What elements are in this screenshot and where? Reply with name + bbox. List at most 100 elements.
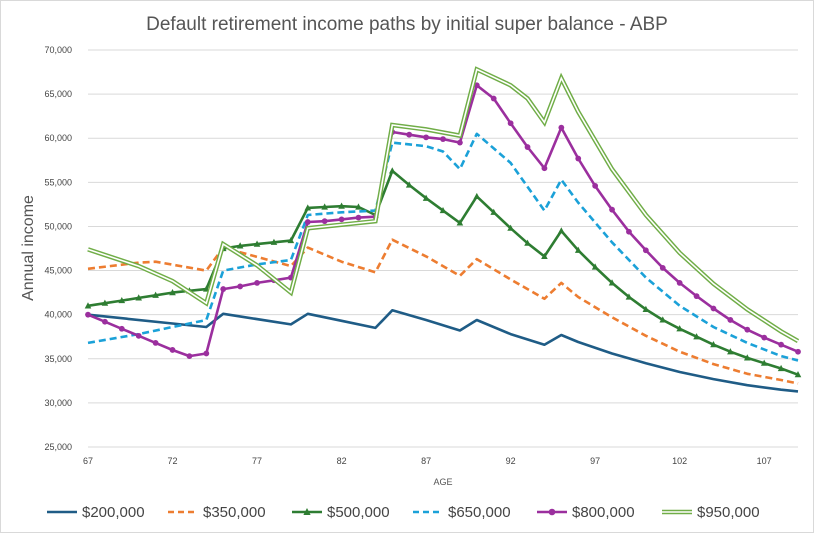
data-point [236, 242, 244, 249]
data-point [152, 339, 159, 346]
data-point [710, 305, 717, 312]
data-point [304, 219, 311, 225]
legend-item: $950,000 [662, 504, 760, 521]
data-point [676, 325, 683, 332]
data-point [524, 239, 531, 246]
series-0 [87, 308, 799, 393]
series-5 [87, 66, 800, 344]
data-point [304, 204, 312, 211]
data-point [102, 318, 108, 325]
data-point [473, 192, 481, 200]
x-tick-label: 87 [421, 456, 431, 466]
data-point [118, 325, 125, 332]
x-tick-label: 92 [506, 456, 516, 466]
data-point [388, 167, 396, 174]
data-point [574, 246, 582, 253]
legend-marker [303, 508, 311, 515]
legend-item: $650,000 [413, 504, 511, 521]
data-point [795, 348, 801, 355]
data-point [642, 305, 650, 312]
data-point [422, 194, 430, 201]
data-point [743, 354, 751, 361]
y-tick-labels: 25,000 30,000 35,000 40,000 45,000 50,000 55,0… [44, 45, 72, 452]
x-tick-labels: 67 72 77 82 87 92 97 102 107 [83, 456, 772, 466]
data-point [693, 293, 700, 300]
data-point [575, 155, 582, 162]
grid [88, 49, 798, 448]
data-point [642, 247, 649, 254]
series-line [87, 132, 799, 362]
data-point [507, 120, 514, 127]
data-point [490, 208, 498, 215]
data-point [608, 279, 616, 286]
y-tick-label: 50,000 [44, 221, 72, 231]
data-point [778, 341, 784, 348]
data-point [710, 341, 717, 348]
data-point [405, 181, 413, 188]
data-point [338, 202, 345, 209]
data-point [591, 263, 599, 270]
y-tick-label: 45,000 [44, 266, 72, 276]
y-tick-label: 70,000 [44, 45, 72, 55]
data-point [270, 238, 278, 245]
legend-label: $650,000 [448, 504, 511, 521]
data-point [135, 294, 143, 301]
data-point [220, 286, 227, 292]
data-point [626, 228, 632, 235]
y-tick-label: 55,000 [44, 177, 72, 187]
data-point [423, 134, 429, 141]
data-point [254, 280, 260, 286]
data-point [541, 165, 548, 172]
data-point [524, 144, 531, 150]
data-point [609, 206, 615, 213]
data-point [135, 332, 142, 339]
data-point [761, 334, 768, 341]
x-tick-label: 67 [83, 456, 93, 466]
legend-label: $200,000 [82, 504, 145, 521]
data-point [727, 317, 734, 323]
data-point [439, 206, 447, 214]
legend-label: $350,000 [203, 504, 266, 521]
legend-item: $200,000 [47, 504, 145, 521]
data-point [693, 333, 700, 340]
data-point [558, 124, 565, 131]
y-tick-label: 65,000 [44, 89, 72, 99]
data-point [321, 203, 328, 210]
data-point [456, 219, 464, 226]
legend: $200,000 $350,000 $500,000 $650,000 $800,000… [47, 504, 760, 521]
legend-marker [548, 508, 556, 516]
data-point [457, 139, 463, 146]
data-point [777, 364, 785, 372]
data-point [794, 371, 802, 378]
data-point [625, 293, 633, 300]
data-point [558, 227, 565, 234]
data-point [237, 283, 244, 290]
data-point [84, 302, 92, 309]
x-tick-label: 82 [337, 456, 347, 466]
series [84, 66, 802, 393]
data-point [118, 296, 126, 304]
legend-item: $350,000 [168, 504, 266, 521]
data-point [760, 359, 768, 366]
x-tick-label: 97 [590, 456, 600, 466]
data-point [203, 350, 210, 357]
data-point [440, 136, 446, 143]
data-point [507, 224, 514, 231]
legend-label: $800,000 [572, 504, 635, 521]
series-line-inner [87, 68, 799, 342]
y-tick-label: 35,000 [44, 354, 72, 364]
data-point [406, 131, 413, 138]
y-tick-label: 30,000 [44, 398, 72, 408]
data-point [101, 299, 109, 306]
data-point [169, 289, 176, 296]
series-4 [85, 82, 801, 360]
y-tick-label: 60,000 [44, 133, 72, 143]
data-point [355, 203, 362, 210]
data-point [676, 280, 683, 286]
data-point [169, 347, 176, 353]
legend-item: $800,000 [537, 504, 635, 521]
legend-item: $500,000 [292, 504, 390, 521]
data-point [727, 348, 734, 355]
data-point [186, 353, 193, 360]
